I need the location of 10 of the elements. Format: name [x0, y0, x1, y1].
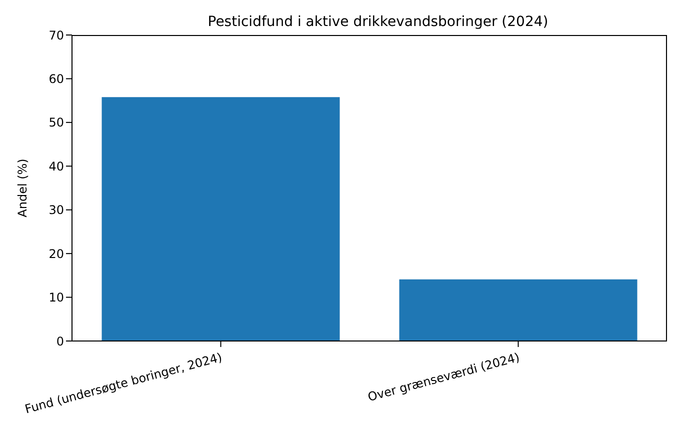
y-tick-label: 30 [48, 203, 64, 218]
y-tick-label: 10 [48, 290, 64, 305]
y-tick-label: 60 [48, 72, 64, 86]
y-tick-label: 20 [48, 246, 64, 261]
y-tick-label: 0 [56, 334, 64, 348]
y-tick-label: 40 [48, 159, 64, 174]
y-axis-title: Andel (%) [15, 158, 30, 218]
chart-title: Pesticidfund i aktive drikkevandsboringer (2024) [206, 14, 550, 30]
y-tick-label: 50 [48, 116, 64, 130]
y-tick-label: 70 [48, 28, 64, 42]
